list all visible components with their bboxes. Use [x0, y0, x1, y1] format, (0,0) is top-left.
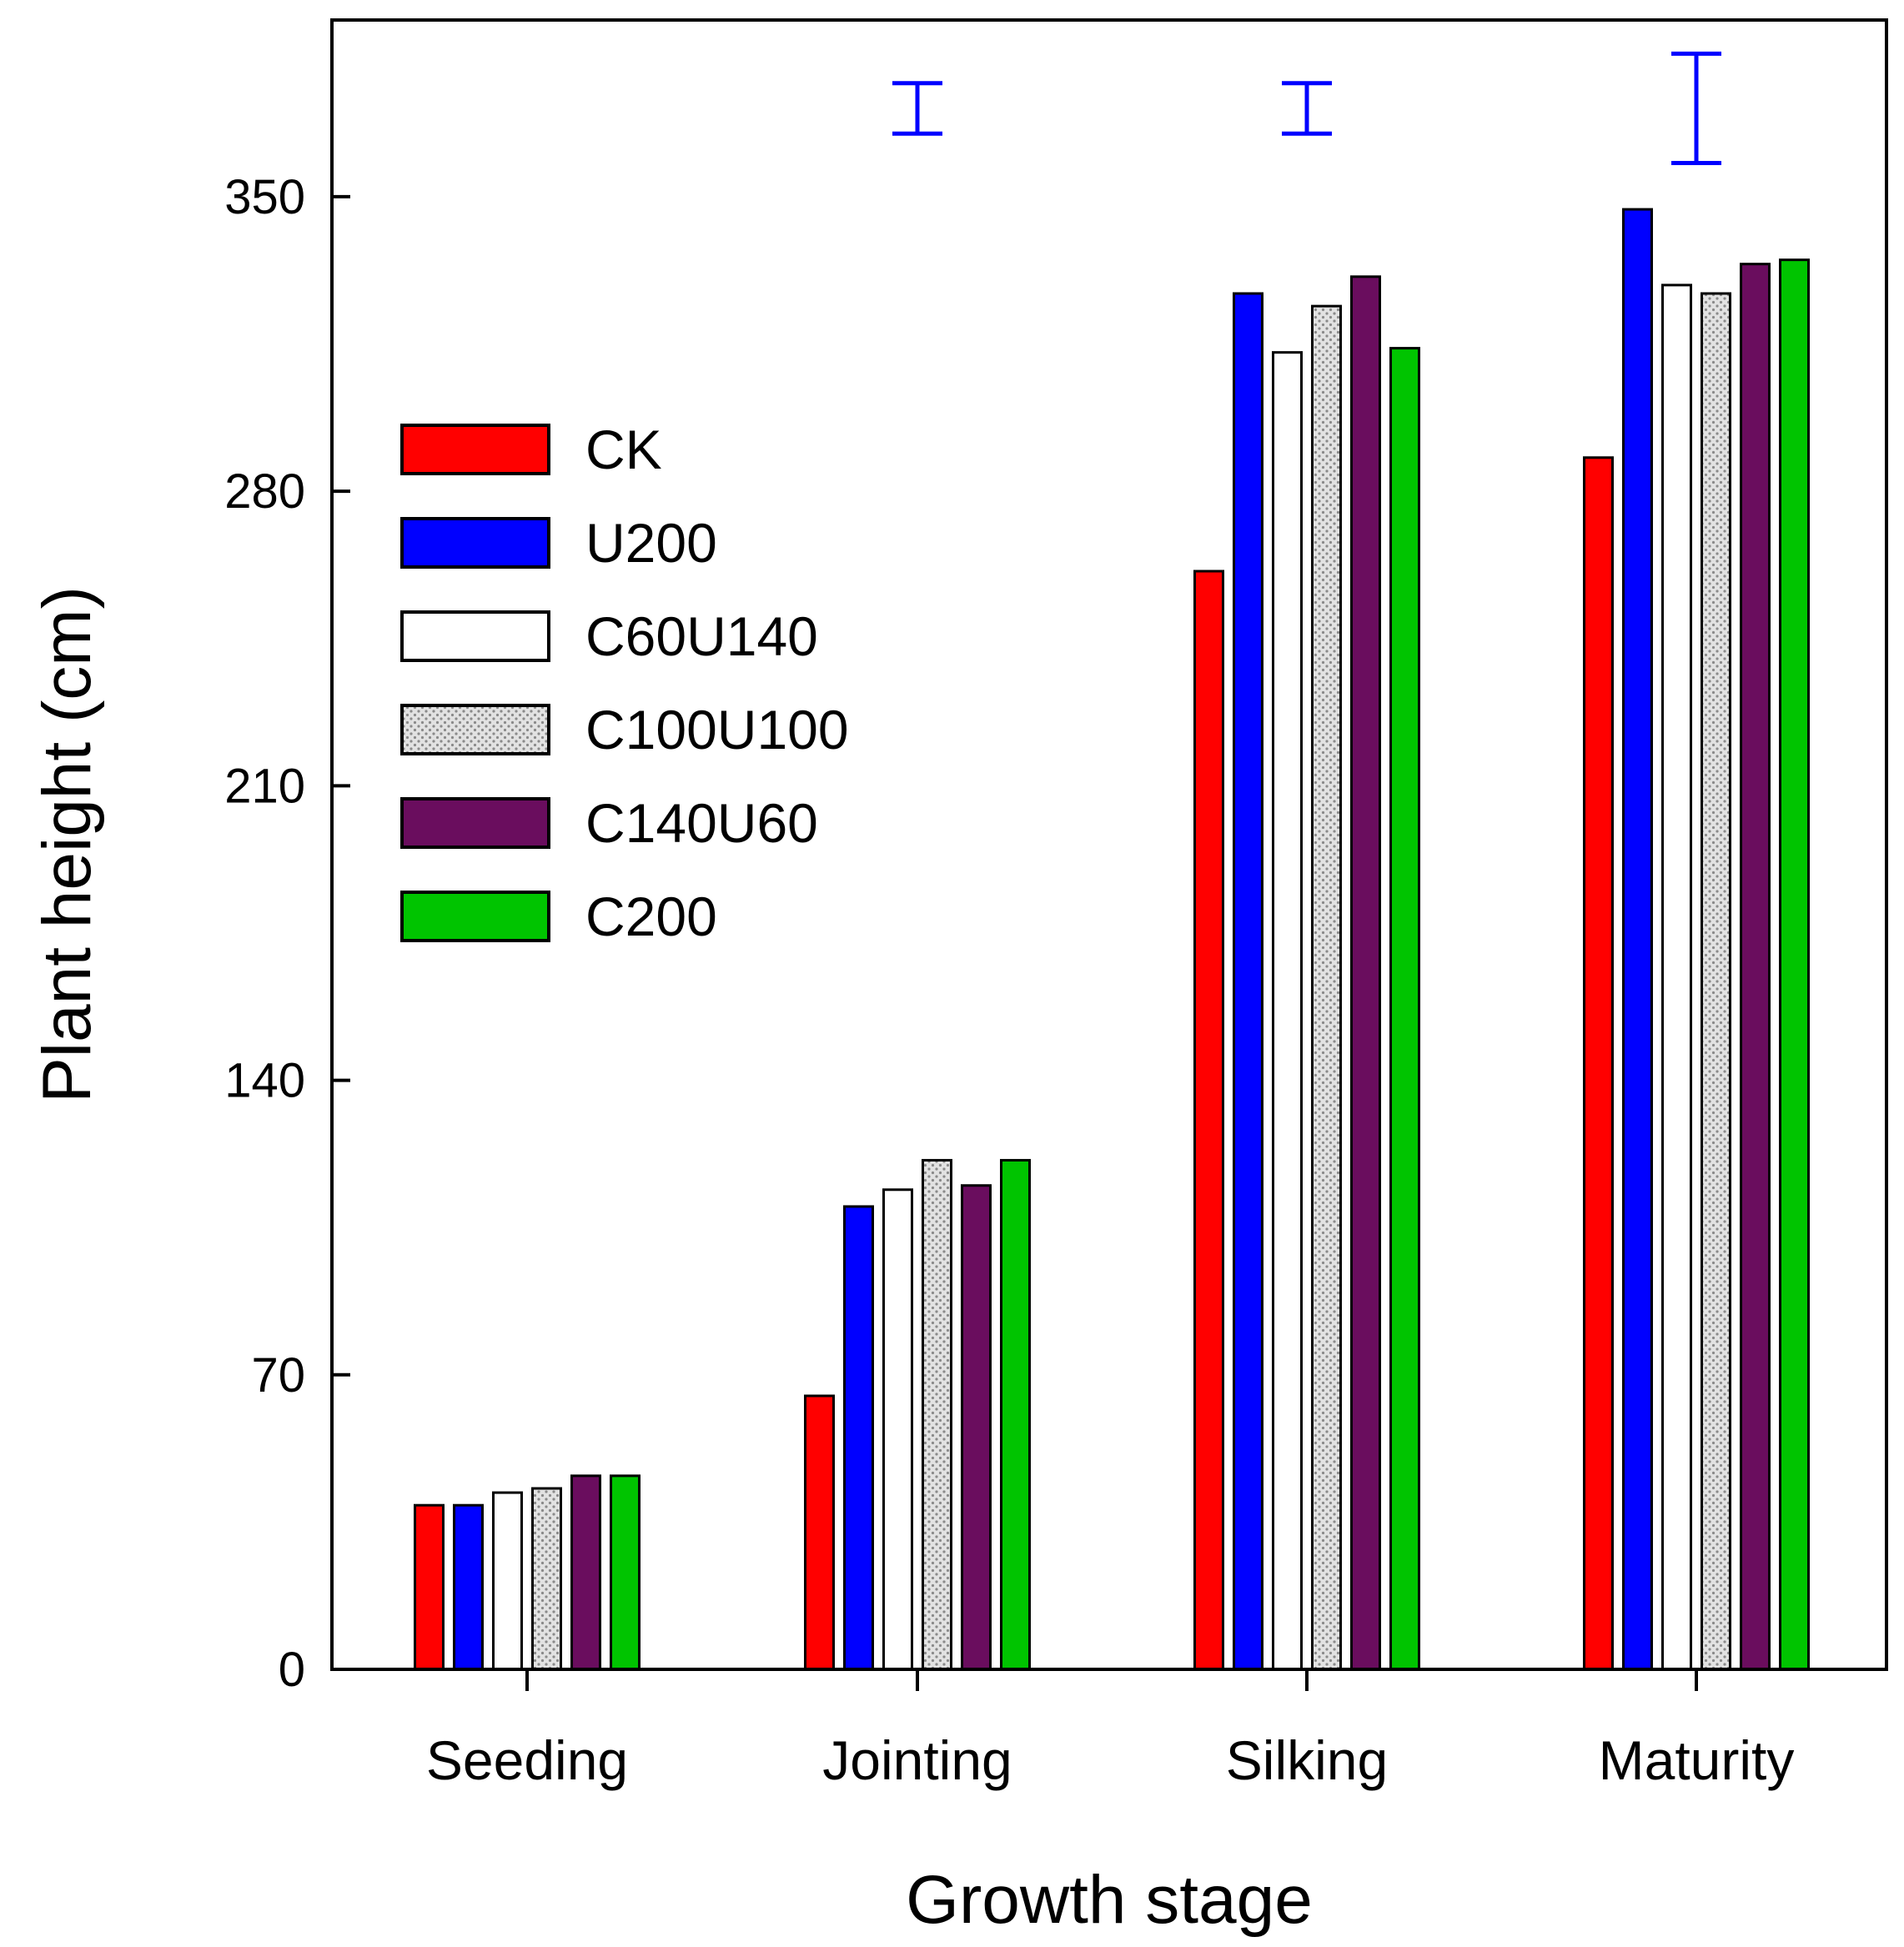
bar-C60U140-Seeding	[492, 1491, 523, 1671]
y-tick-label: 210	[224, 759, 305, 813]
y-tick-label: 350	[224, 170, 305, 224]
bar-C100U100-Jointing	[922, 1158, 952, 1671]
bar-C100U100-Silking	[1311, 304, 1342, 1671]
bar-C100U100-Maturity	[1701, 292, 1731, 1671]
bar-C140U60-Silking	[1350, 275, 1381, 1671]
bar-C140U60-Seeding	[570, 1474, 601, 1671]
legend: CK U200 C60U140 C100U100 C140U60 C200	[400, 419, 849, 947]
x-axis-ticks: Seeding Jointing Silking Maturity	[426, 1669, 1794, 1791]
legend-label: C140U60	[585, 792, 818, 854]
y-tick-label: 140	[224, 1054, 305, 1108]
legend-item-C100U100: C100U100	[400, 699, 849, 760]
x-tick-label-Maturity: Maturity	[1599, 1729, 1795, 1791]
error-bars-layer	[892, 51, 1721, 166]
legend-item-CK: CK	[400, 419, 662, 480]
x-axis-label: Growth stage	[906, 1862, 1313, 1938]
bar-C60U140-Jointing	[882, 1188, 913, 1671]
y-axis-label: Plant height (cm)	[29, 586, 105, 1103]
bar-C60U140-Silking	[1272, 351, 1303, 1671]
bar-C200-Seeding	[610, 1474, 641, 1671]
x-tick-label-Silking: Silking	[1226, 1729, 1388, 1791]
legend-label: CK	[585, 419, 662, 480]
legend-label: C100U100	[585, 699, 849, 760]
bar-CK-Seeding	[414, 1503, 445, 1671]
bar-CK-Silking	[1193, 570, 1224, 1671]
bar-C140U60-Maturity	[1740, 263, 1771, 1671]
legend-item-U200: U200	[400, 512, 717, 574]
legend-item-C60U140: C60U140	[400, 605, 818, 667]
y-axis-ticks: 0 70 140 210 280 350	[224, 170, 350, 1697]
legend-item-C200: C200	[400, 886, 717, 947]
bars-layer	[414, 208, 1810, 1671]
legend-swatch	[400, 610, 550, 662]
bar-CK-Maturity	[1583, 456, 1614, 1671]
legend-swatch	[400, 891, 550, 942]
bar-CK-Jointing	[804, 1394, 835, 1671]
bar-U200-Jointing	[843, 1205, 874, 1671]
legend-swatch	[400, 424, 550, 475]
error-bar-Maturity	[1671, 51, 1721, 166]
legend-item-C140U60: C140U60	[400, 792, 818, 854]
bar-U200-Maturity	[1622, 208, 1653, 1671]
bar-C100U100-Seeding	[531, 1487, 562, 1671]
plot-area-frame	[330, 18, 1888, 1671]
legend-label: U200	[585, 512, 717, 574]
y-tick-label: 0	[279, 1643, 305, 1697]
x-tick-label-Jointing: Jointing	[822, 1729, 1012, 1791]
legend-label: C200	[585, 886, 717, 947]
bar-C140U60-Jointing	[961, 1184, 992, 1671]
bar-C200-Jointing	[1000, 1158, 1031, 1671]
x-tick-label-Seeding: Seeding	[426, 1729, 628, 1791]
bar-C200-Maturity	[1779, 258, 1810, 1671]
legend-label: C60U140	[585, 605, 818, 667]
bar-U200-Silking	[1233, 292, 1263, 1671]
bar-C60U140-Maturity	[1661, 284, 1692, 1671]
bar-C200-Silking	[1389, 347, 1420, 1671]
error-bar-Jointing	[892, 81, 942, 136]
legend-swatch	[400, 797, 550, 849]
legend-swatch	[400, 517, 550, 569]
legend-swatch	[400, 704, 550, 755]
error-bar-Silking	[1282, 81, 1332, 136]
y-tick-label: 280	[224, 464, 305, 519]
bar-U200-Seeding	[453, 1503, 484, 1671]
y-tick-label: 70	[251, 1348, 305, 1403]
